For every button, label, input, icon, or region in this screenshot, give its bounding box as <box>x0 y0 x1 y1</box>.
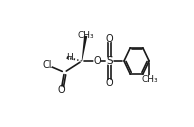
Ellipse shape <box>58 87 64 93</box>
Ellipse shape <box>107 80 112 86</box>
Text: O: O <box>106 78 113 88</box>
Text: H: H <box>67 53 73 62</box>
Polygon shape <box>82 36 87 61</box>
Ellipse shape <box>107 36 112 42</box>
Text: O: O <box>93 56 101 66</box>
Ellipse shape <box>94 58 100 64</box>
Text: CH₃: CH₃ <box>77 31 94 40</box>
Polygon shape <box>66 56 68 59</box>
Text: Cl: Cl <box>43 60 52 70</box>
Ellipse shape <box>106 58 113 64</box>
Ellipse shape <box>68 55 73 60</box>
Text: O: O <box>106 34 113 44</box>
Polygon shape <box>70 57 72 60</box>
Text: S: S <box>106 56 113 66</box>
Ellipse shape <box>81 33 90 39</box>
Ellipse shape <box>44 62 52 68</box>
Text: O: O <box>57 85 65 95</box>
Polygon shape <box>81 60 82 61</box>
Polygon shape <box>73 58 75 60</box>
Ellipse shape <box>145 76 153 81</box>
Text: CH₃: CH₃ <box>141 75 158 84</box>
Polygon shape <box>77 59 79 61</box>
